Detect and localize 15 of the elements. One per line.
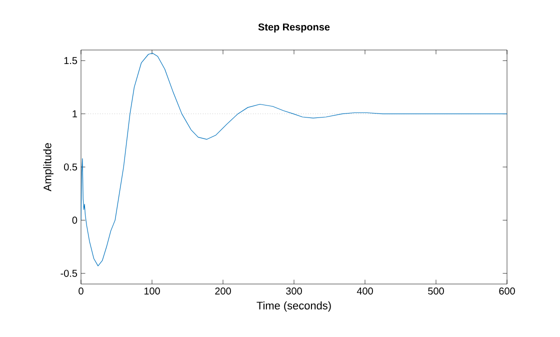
y-axis-title: Amplitude — [43, 143, 54, 192]
chart-title: Step Response — [258, 23, 330, 32]
y-tick-label: 0.5 — [64, 163, 78, 171]
x-tick-label: 400 — [356, 288, 373, 295]
x-tick-label: 0 — [78, 288, 84, 295]
x-tick-label: 200 — [215, 288, 231, 295]
y-tick-label: 0 — [72, 216, 78, 224]
y-tick-label: -0.5 — [60, 270, 78, 277]
x-tick-label: 500 — [428, 288, 444, 295]
x-axis-title: Time (seconds) — [256, 301, 331, 312]
x-tick-label: 300 — [286, 288, 302, 295]
y-tick-label: 1 — [72, 110, 78, 118]
x-tick-label: 100 — [144, 288, 160, 295]
x-tick-label: 600 — [499, 288, 515, 295]
y-tick-label: 1.5 — [64, 57, 78, 64]
